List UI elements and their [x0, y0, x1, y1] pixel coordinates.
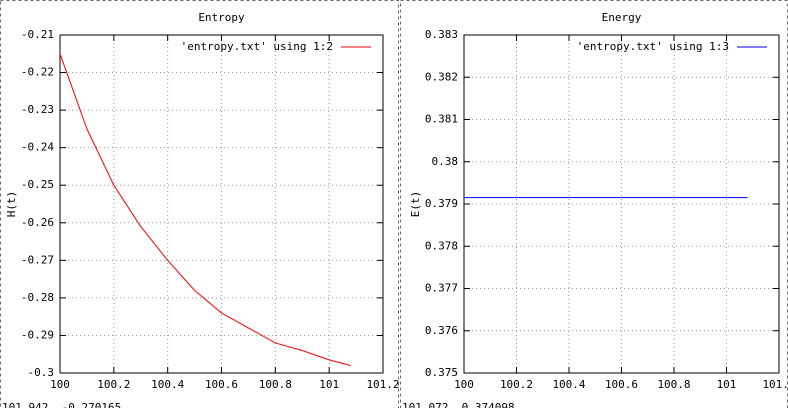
x-tick-label: 100.8: [259, 378, 292, 391]
y-tick-label: -0.25: [21, 178, 54, 191]
panel-frame: [400, 0, 788, 408]
plot-frame: [59, 34, 384, 374]
x-tick-label: 100.6: [205, 378, 238, 391]
plot-frame: [463, 34, 780, 374]
chart-title: Energy: [602, 11, 642, 24]
y-tick-label: -0.24: [21, 141, 54, 154]
chart-title: Entropy: [198, 11, 245, 24]
y-tick-label: -0.27: [21, 253, 54, 266]
y-tick-label: 0.382: [425, 70, 458, 83]
x-tick-label: 100.8: [657, 378, 690, 391]
y-tick-label: 0.383: [425, 28, 458, 41]
x-tick-label: 100.4: [552, 378, 585, 391]
y-tick-label: -0.22: [21, 66, 54, 79]
status-text: 101.072, 0.374098: [402, 401, 515, 408]
y-tick-label: 0.381: [425, 113, 458, 126]
y-tick-label: -0.23: [21, 103, 54, 116]
y-tick-label: -0.29: [21, 328, 54, 341]
panel-frame: [0, 0, 399, 408]
y-tick-label: 0.375: [425, 366, 458, 379]
y-tick-label: 0.376: [425, 324, 458, 337]
status-text: 101.942, -0.270165: [2, 401, 121, 408]
legend-label: 'entropy.txt' using 1:2: [181, 40, 333, 53]
y-tick-label: 0.377: [425, 282, 458, 295]
y-tick-label: 0.38: [432, 155, 459, 168]
x-tick-label: 100.6: [605, 378, 638, 391]
x-tick-label: 101.2: [762, 378, 788, 391]
y-axis-label: E(t): [409, 191, 422, 218]
y-tick-label: -0.26: [21, 216, 54, 229]
x-tick-label: 101.2: [366, 378, 399, 391]
x-tick-label: 101: [319, 378, 339, 391]
x-tick-label: 100: [454, 378, 474, 391]
y-tick-label: -0.21: [21, 28, 54, 41]
x-tick-label: 101: [717, 378, 737, 391]
y-tick-label: 0.379: [425, 197, 458, 210]
y-axis-label: H(t): [5, 191, 18, 218]
x-tick-label: 100.2: [500, 378, 533, 391]
y-tick-label: 0.378: [425, 239, 458, 252]
data-line: [59, 53, 351, 366]
x-tick-label: 100: [50, 378, 70, 391]
x-tick-label: 100.2: [97, 378, 130, 391]
y-tick-label: -0.3: [28, 366, 55, 379]
x-tick-label: 100.4: [151, 378, 184, 391]
legend-label: 'entropy.txt' using 1:3: [577, 40, 729, 53]
y-tick-label: -0.28: [21, 291, 54, 304]
